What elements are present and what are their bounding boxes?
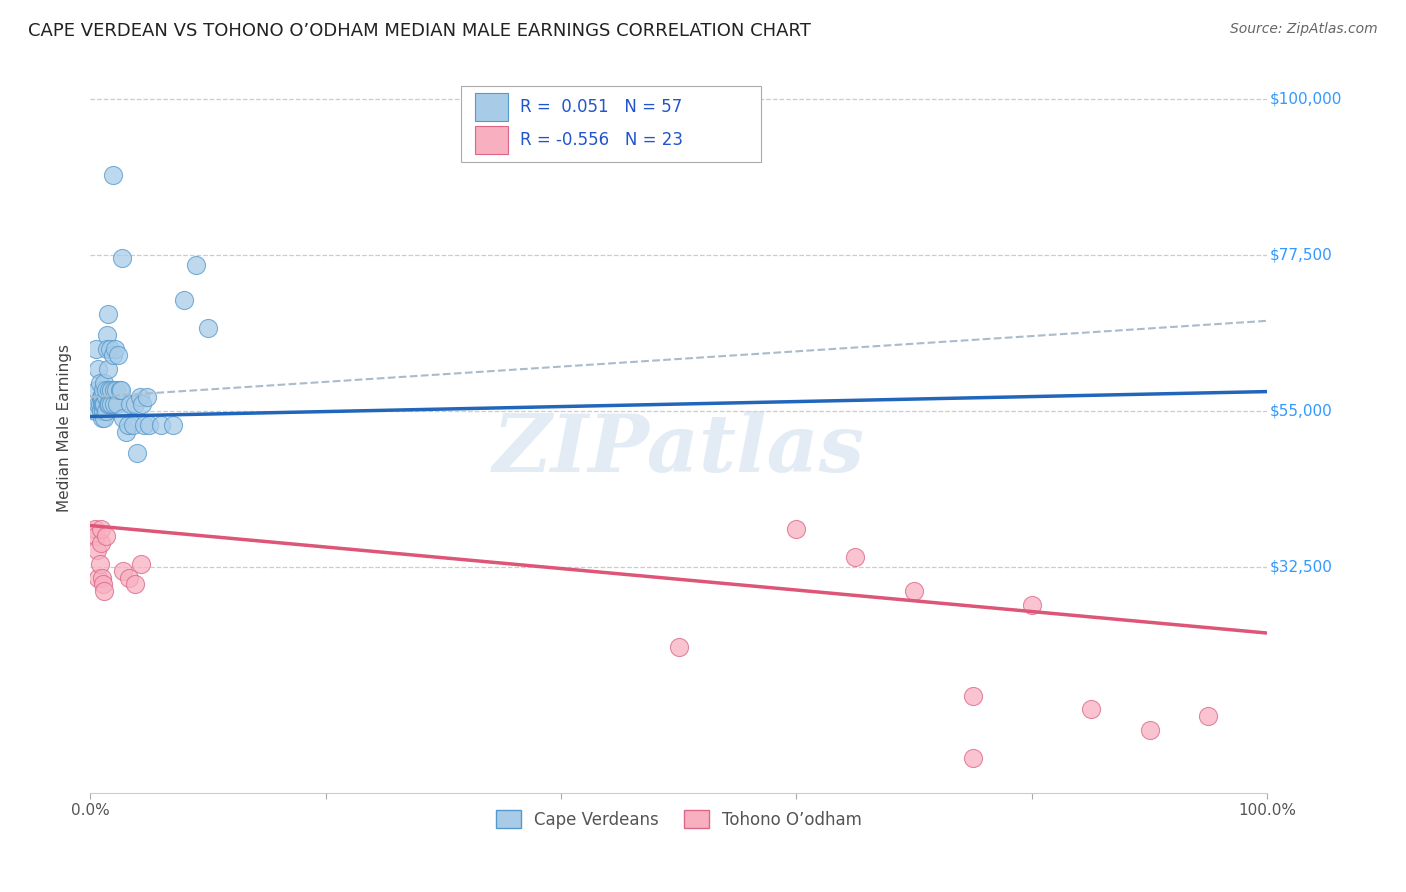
Point <box>91 577 114 591</box>
FancyBboxPatch shape <box>475 126 508 153</box>
Text: CAPE VERDEAN VS TOHONO O’ODHAM MEDIAN MALE EARNINGS CORRELATION CHART: CAPE VERDEAN VS TOHONO O’ODHAM MEDIAN MA… <box>28 22 811 40</box>
Text: ZIPatlas: ZIPatlas <box>492 411 865 489</box>
Point <box>91 570 114 584</box>
Point <box>112 411 135 425</box>
Point <box>91 404 114 418</box>
Point <box>129 557 152 571</box>
Point <box>97 362 120 376</box>
Point <box>785 522 807 536</box>
Point <box>94 529 117 543</box>
Point <box>100 397 122 411</box>
Point <box>104 342 127 356</box>
Point <box>96 327 118 342</box>
Point <box>89 557 111 571</box>
Point <box>93 397 115 411</box>
Point <box>1080 702 1102 716</box>
Point <box>89 397 111 411</box>
Point <box>107 349 129 363</box>
Point <box>111 252 134 266</box>
FancyBboxPatch shape <box>461 86 761 162</box>
Point <box>87 362 110 376</box>
Legend: Cape Verdeans, Tohono O’odham: Cape Verdeans, Tohono O’odham <box>489 804 869 835</box>
Text: $100,000: $100,000 <box>1270 91 1341 106</box>
Point <box>105 397 128 411</box>
Point <box>94 390 117 404</box>
Point <box>1139 723 1161 738</box>
Text: R = -0.556   N = 23: R = -0.556 N = 23 <box>520 131 683 149</box>
Text: R =  0.051   N = 57: R = 0.051 N = 57 <box>520 98 682 116</box>
Point <box>197 320 219 334</box>
Point <box>903 584 925 599</box>
Point <box>103 397 125 411</box>
Point <box>84 404 107 418</box>
Point <box>98 342 121 356</box>
FancyBboxPatch shape <box>475 93 508 121</box>
Point <box>84 522 107 536</box>
Text: Source: ZipAtlas.com: Source: ZipAtlas.com <box>1230 22 1378 37</box>
Point <box>93 584 115 599</box>
Point <box>84 529 107 543</box>
Point <box>1197 709 1219 723</box>
Text: $77,500: $77,500 <box>1270 247 1333 262</box>
Point <box>117 417 139 432</box>
Y-axis label: Median Male Earnings: Median Male Earnings <box>58 344 72 512</box>
Point <box>90 404 112 418</box>
Point <box>103 383 125 397</box>
Point <box>97 307 120 321</box>
Point <box>134 417 156 432</box>
Point <box>112 564 135 578</box>
Point <box>98 383 121 397</box>
Point <box>101 168 124 182</box>
Point <box>124 397 146 411</box>
Point <box>962 689 984 703</box>
Point <box>93 376 115 391</box>
Point <box>86 383 108 397</box>
Point <box>108 383 131 397</box>
Point <box>86 542 108 557</box>
Point <box>124 577 146 591</box>
Point <box>114 425 136 439</box>
Point <box>962 751 984 765</box>
Point <box>105 383 128 397</box>
Point <box>100 383 122 397</box>
Point <box>186 258 208 272</box>
Point <box>128 390 150 404</box>
Point <box>149 417 172 432</box>
Point <box>127 445 149 459</box>
Point <box>87 397 110 411</box>
Point <box>668 640 690 654</box>
Text: $55,000: $55,000 <box>1270 403 1333 418</box>
Point <box>173 293 195 307</box>
Point <box>87 570 110 584</box>
Point <box>90 522 112 536</box>
Point <box>90 536 112 550</box>
Point <box>91 411 114 425</box>
Point <box>135 390 157 404</box>
Point <box>84 342 107 356</box>
Point <box>110 383 132 397</box>
Point <box>118 570 141 584</box>
Point <box>844 549 866 564</box>
Point <box>94 383 117 397</box>
Point <box>98 397 121 411</box>
Point <box>131 397 153 411</box>
Point <box>97 397 120 411</box>
Point <box>96 342 118 356</box>
Point <box>91 397 114 411</box>
Point <box>91 397 114 411</box>
Point <box>89 376 111 391</box>
Point <box>121 417 143 432</box>
Text: $32,500: $32,500 <box>1270 559 1333 574</box>
Point <box>91 383 114 397</box>
Point <box>162 417 184 432</box>
Point <box>120 397 142 411</box>
Point <box>138 417 160 432</box>
Point <box>94 404 117 418</box>
Point <box>101 349 124 363</box>
Point <box>1021 599 1043 613</box>
Point <box>91 390 114 404</box>
Point <box>90 390 112 404</box>
Point <box>93 411 115 425</box>
